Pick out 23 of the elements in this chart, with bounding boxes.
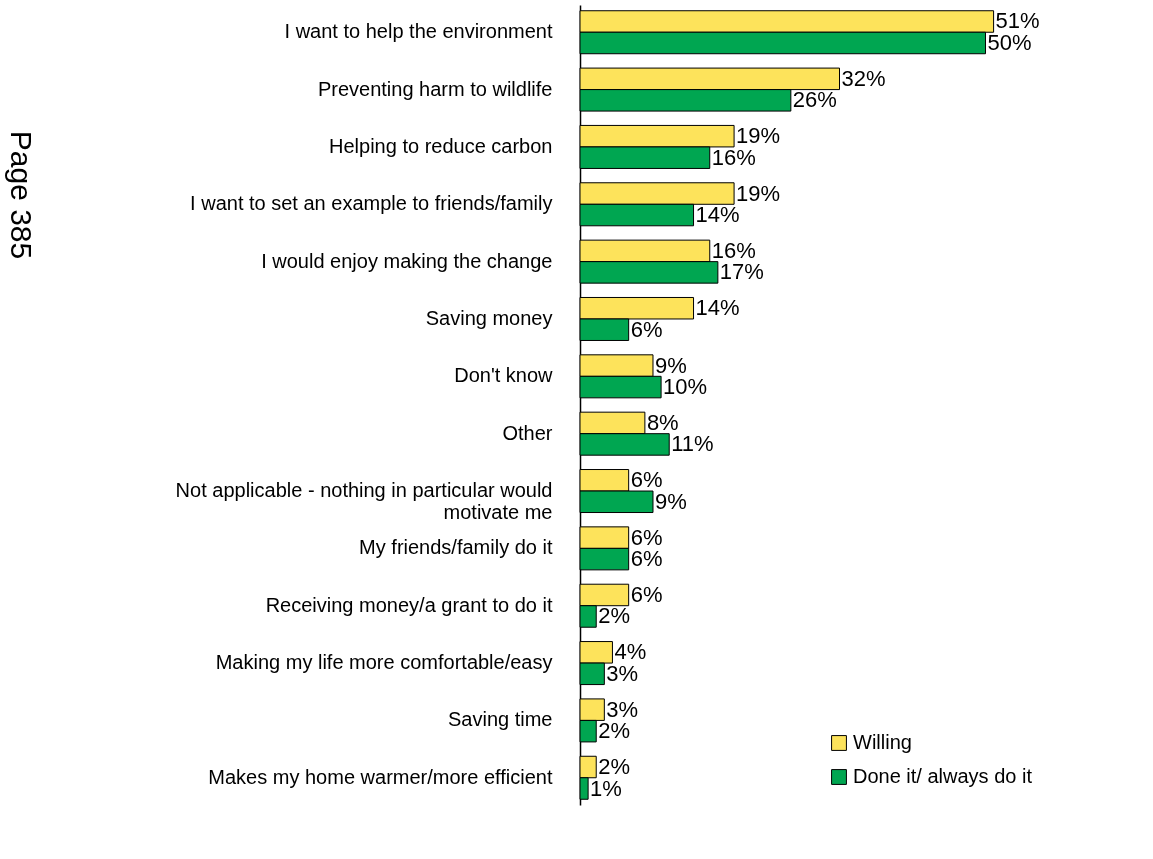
y-tick-label: Saving time [448, 708, 553, 731]
data-label: 14% [695, 295, 740, 321]
data-label: 26% [792, 87, 837, 113]
y-tick-label: My friends/family do it [359, 536, 553, 559]
y-tick-label: Making my life more comfortable/easy [215, 651, 553, 674]
y-tick-label: I want to set an example to friends/family [190, 192, 553, 215]
data-label: 6% [630, 316, 663, 342]
y-tick-label: Other [502, 421, 553, 444]
y-tick-label: Helping to reduce carbon [329, 134, 553, 157]
data-label: 6% [630, 581, 663, 607]
y-tick-label: Don't know [454, 364, 554, 387]
y-tick-label: Saving money [425, 306, 553, 329]
legend-label: Willing [853, 731, 912, 753]
legend-label: Done it/ always do it [853, 765, 1033, 787]
data-label: 2% [598, 603, 631, 629]
text: Page 385 [5, 130, 38, 260]
y-tick-label: Makes my home warmer/more efficient [208, 765, 553, 788]
y-tick-label: I would enjoy making the change [261, 249, 553, 272]
y-tick-label: I want to help the environment [284, 20, 553, 43]
data-label: 32% [841, 65, 886, 91]
y-tick-label: Not applicable - nothing in particular would motivate me [175, 479, 553, 524]
y-tick-label: Preventing harm to wildlife [317, 77, 553, 100]
y-tick-label: Receiving money/a grant to do it [265, 593, 553, 616]
